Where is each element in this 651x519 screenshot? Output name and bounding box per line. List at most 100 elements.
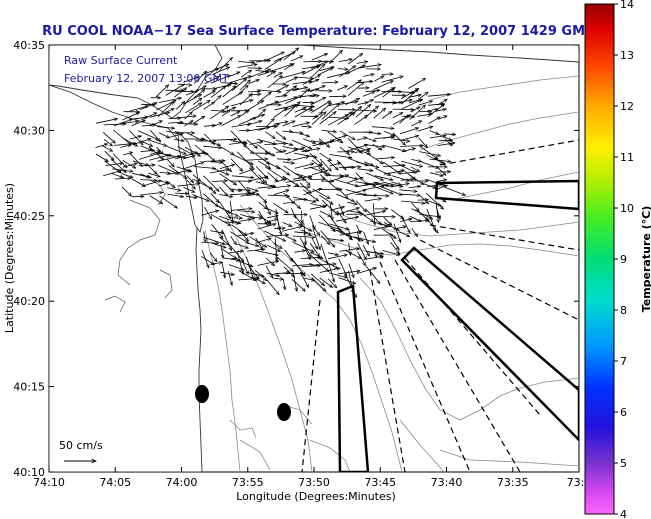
current-vector bbox=[222, 86, 236, 98]
current-vector bbox=[357, 168, 374, 171]
current-vector bbox=[371, 126, 394, 129]
current-vector bbox=[283, 202, 295, 203]
current-vector bbox=[366, 137, 377, 141]
current-vector bbox=[347, 202, 357, 204]
current-vector bbox=[293, 187, 310, 188]
current-vector bbox=[311, 238, 318, 250]
current-vector bbox=[312, 141, 334, 147]
current-vector bbox=[363, 132, 381, 134]
current-vector bbox=[444, 186, 466, 195]
colorbar-tick-label: 9 bbox=[620, 253, 627, 266]
current-vector bbox=[275, 151, 286, 153]
current-vector bbox=[401, 89, 418, 105]
current-vector bbox=[348, 107, 362, 117]
current-vector bbox=[417, 126, 434, 132]
current-vector bbox=[390, 242, 400, 254]
current-vector bbox=[362, 244, 369, 256]
colorbar-tick-label: 4 bbox=[620, 508, 627, 519]
current-vector bbox=[257, 92, 271, 104]
current-vector bbox=[301, 266, 321, 267]
current-vector bbox=[290, 55, 303, 62]
current-vector bbox=[95, 144, 108, 148]
current-vector bbox=[256, 60, 267, 62]
current-vector bbox=[231, 153, 254, 165]
current-vector bbox=[211, 181, 228, 182]
current-vector bbox=[364, 211, 385, 216]
current-vector bbox=[392, 109, 414, 110]
current-vector bbox=[265, 257, 275, 266]
current-vector bbox=[444, 138, 452, 146]
current-vector bbox=[192, 100, 210, 112]
current-vector bbox=[230, 110, 241, 117]
current-vector bbox=[157, 156, 181, 162]
current-vector bbox=[290, 208, 297, 218]
current-vector bbox=[246, 159, 268, 160]
current-vector bbox=[105, 163, 124, 166]
current-vector bbox=[410, 220, 428, 221]
current-vector bbox=[240, 70, 252, 78]
current-vector bbox=[227, 270, 232, 285]
current-vector bbox=[186, 132, 203, 142]
current-vector bbox=[355, 104, 371, 118]
current-vector bbox=[436, 195, 446, 202]
current-vector bbox=[120, 145, 131, 148]
current-vector bbox=[220, 271, 234, 275]
current-vector bbox=[165, 84, 185, 96]
current-vector bbox=[292, 122, 310, 128]
current-vector bbox=[339, 146, 350, 155]
current-vector bbox=[318, 221, 342, 230]
current-vector bbox=[285, 179, 306, 183]
current-vector bbox=[167, 193, 184, 197]
current-vector bbox=[156, 127, 175, 129]
current-vector bbox=[238, 169, 254, 175]
current-vector bbox=[177, 146, 194, 156]
current-vector bbox=[266, 71, 276, 78]
current-vector bbox=[240, 257, 249, 275]
current-vector bbox=[256, 138, 277, 144]
current-vector bbox=[273, 73, 283, 78]
current-vector bbox=[257, 186, 275, 189]
current-vector bbox=[373, 226, 388, 231]
current-vector bbox=[299, 271, 308, 287]
current-vector bbox=[258, 124, 279, 131]
current-vector bbox=[219, 194, 233, 197]
current-vector bbox=[159, 195, 178, 208]
current-vector bbox=[221, 229, 232, 250]
current-vector bbox=[292, 156, 310, 161]
current-vector bbox=[400, 215, 411, 234]
current-vector bbox=[363, 231, 369, 244]
current-vector bbox=[339, 231, 363, 236]
current-vector bbox=[254, 238, 271, 244]
current-vector bbox=[193, 179, 213, 190]
current-vector bbox=[129, 136, 142, 140]
current-vector bbox=[400, 194, 420, 195]
current-vector bbox=[257, 89, 281, 92]
current-vector bbox=[293, 176, 312, 180]
current-vector bbox=[113, 119, 133, 127]
current-vector bbox=[201, 180, 216, 193]
current-vector bbox=[382, 250, 401, 256]
current-vector bbox=[275, 131, 286, 140]
current-vector bbox=[382, 144, 406, 151]
current-vector bbox=[327, 255, 347, 260]
current-vector bbox=[425, 193, 443, 209]
current-vector bbox=[345, 250, 362, 260]
current-vector bbox=[383, 136, 394, 139]
current-vector bbox=[203, 146, 222, 148]
current-vector bbox=[158, 183, 170, 187]
y-tick-label: 40:30 bbox=[13, 124, 45, 137]
current-vector bbox=[435, 185, 447, 191]
current-vector bbox=[194, 144, 205, 153]
current-vector bbox=[348, 263, 354, 278]
current-vector bbox=[346, 80, 361, 91]
current-vector bbox=[210, 169, 229, 174]
current-vector bbox=[300, 116, 319, 117]
current-vector bbox=[357, 242, 367, 259]
current-vector bbox=[121, 186, 132, 196]
current-vector bbox=[346, 277, 357, 298]
current-vector bbox=[310, 273, 324, 286]
current-vector bbox=[330, 207, 345, 211]
current-vector bbox=[319, 158, 331, 171]
current-vector bbox=[273, 190, 289, 196]
current-vector bbox=[285, 76, 298, 83]
